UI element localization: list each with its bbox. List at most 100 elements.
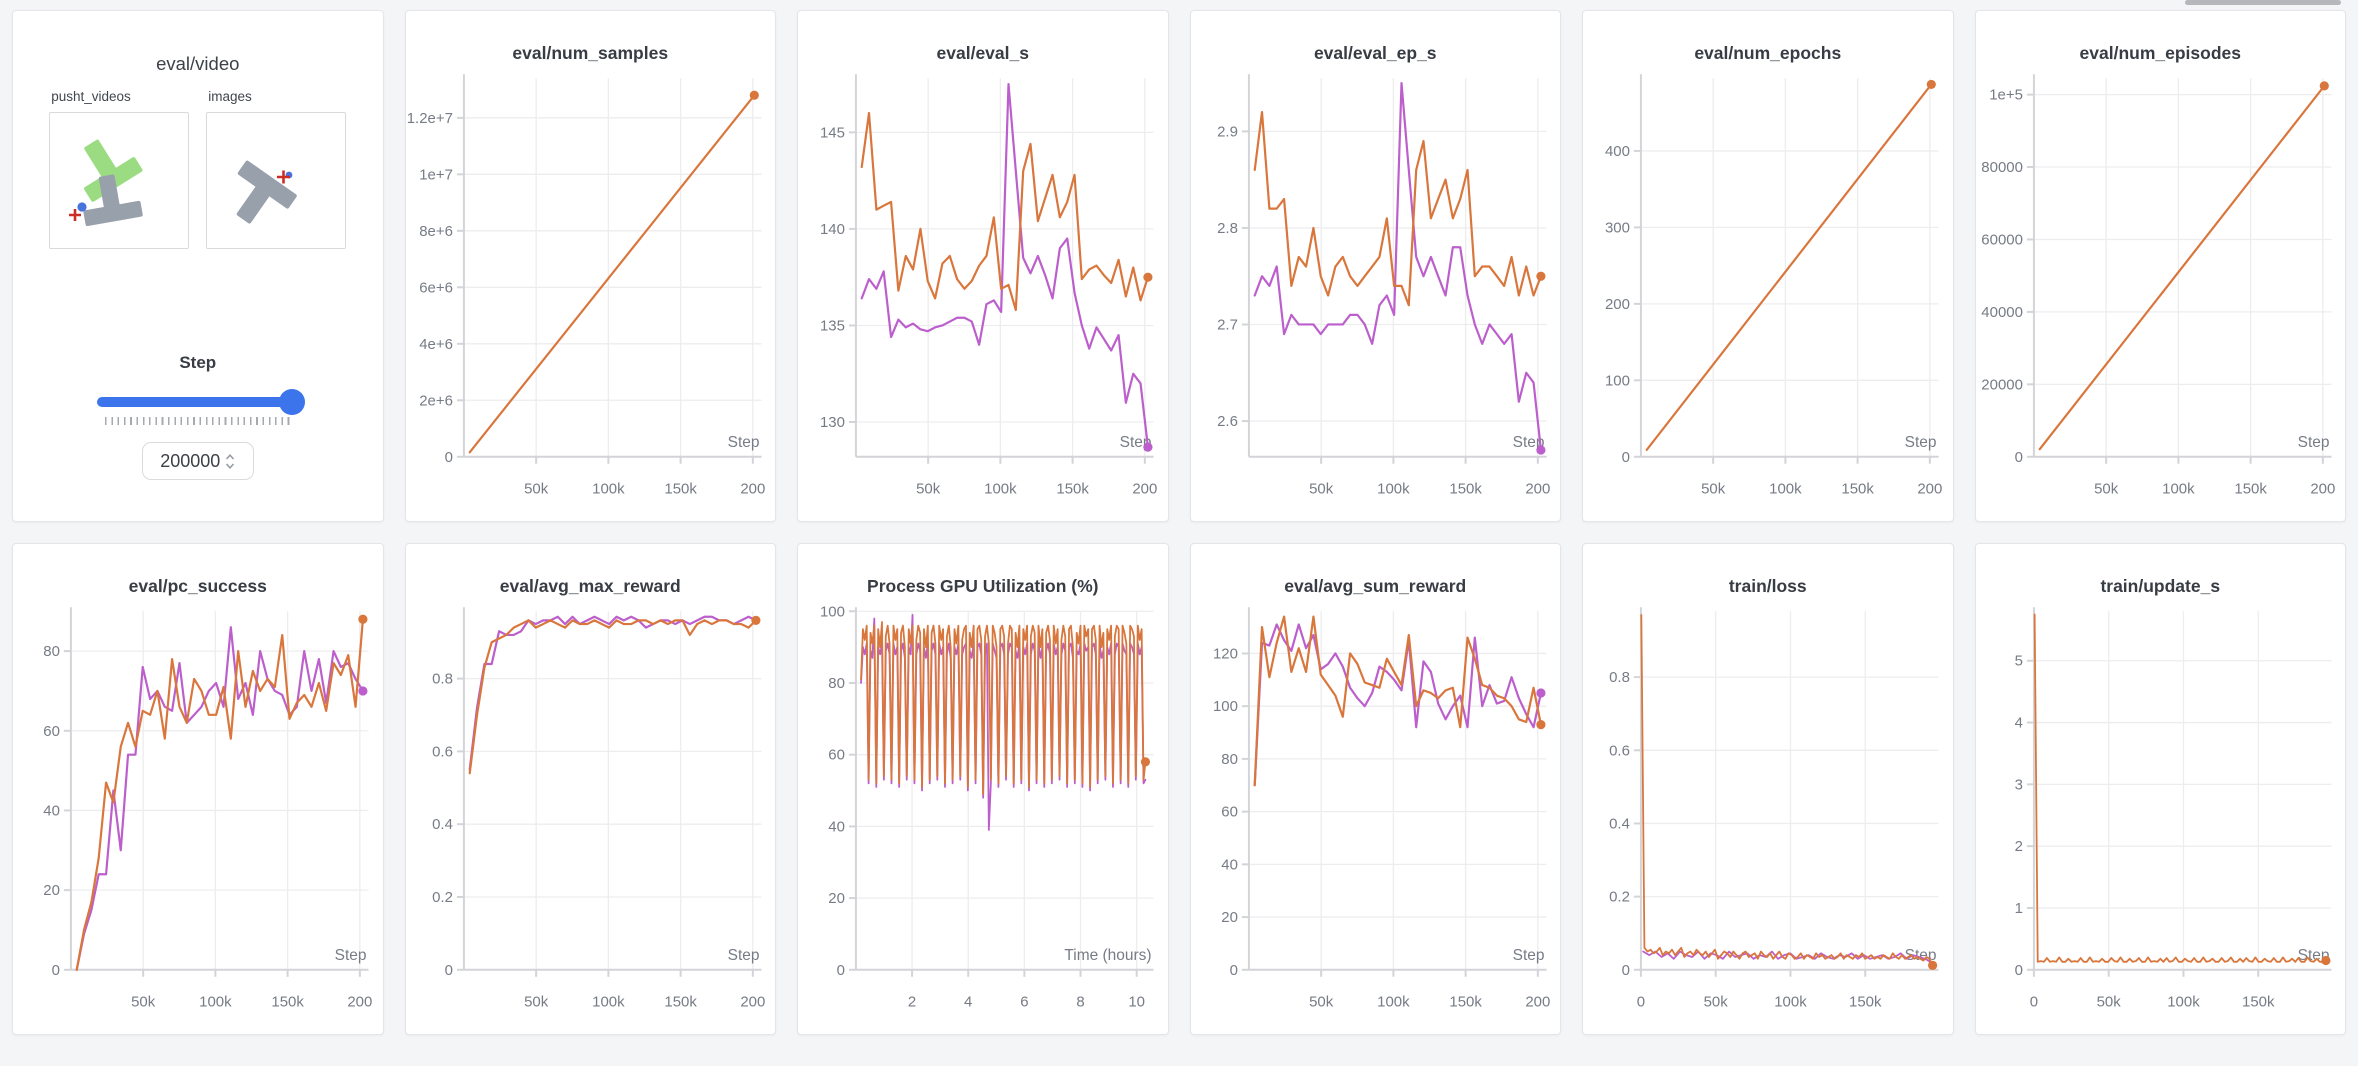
svg-text:0.2: 0.2 — [432, 889, 453, 906]
slider-thumb[interactable] — [278, 389, 305, 415]
chart-panel-train-update-s: train/update_s 0 1 2 3 4 5 0 50k 100k 150k Step — [1974, 543, 2346, 1035]
agent-dot-icon — [77, 202, 87, 212]
svg-text:40: 40 — [1221, 856, 1238, 873]
slider-tick-ruler — [104, 417, 291, 425]
svg-text:0.4: 0.4 — [1609, 815, 1630, 832]
chart-canvas[interactable]: 0 20 40 60 80 50k 100k 150k 200 Step — [13, 597, 383, 1034]
svg-text:300: 300 — [1605, 219, 1630, 236]
svg-text:100k: 100k — [2162, 481, 2195, 498]
chart-canvas[interactable]: 0 2e+6 4e+6 6e+6 8e+6 1e+7 1.2e+7 50k 100k 150k 20… — [406, 64, 776, 521]
svg-text:2e+6: 2e+6 — [419, 392, 453, 409]
chart-canvas[interactable]: 0 100 200 300 400 50k 100k 150k 200 Step — [1583, 64, 1953, 521]
chart-title: eval/pc_success — [128, 576, 267, 596]
svg-text:1.2e+7: 1.2e+7 — [406, 110, 452, 127]
svg-text:80000: 80000 — [1981, 159, 2023, 176]
svg-text:20: 20 — [43, 882, 60, 899]
images-thumbnail[interactable] — [206, 112, 347, 249]
svg-text:150k: 150k — [2242, 994, 2275, 1011]
svg-text:Step: Step — [1905, 434, 1937, 451]
spinner-up-icon[interactable] — [225, 453, 235, 461]
svg-text:200: 200 — [1605, 296, 1630, 313]
svg-text:0.6: 0.6 — [432, 743, 453, 760]
step-slider-block: Step 200000 — [13, 353, 383, 480]
svg-text:2.7: 2.7 — [1217, 316, 1238, 333]
svg-text:0.8: 0.8 — [432, 671, 453, 688]
target-cross-icon — [277, 170, 291, 184]
svg-text:0.4: 0.4 — [432, 816, 453, 833]
svg-text:8: 8 — [1076, 994, 1084, 1011]
svg-text:150k: 150k — [1056, 481, 1089, 498]
svg-text:50k: 50k — [2096, 994, 2121, 1011]
svg-text:150k: 150k — [664, 481, 697, 498]
svg-text:4e+6: 4e+6 — [419, 336, 453, 353]
svg-text:60: 60 — [43, 723, 60, 740]
svg-text:3: 3 — [2014, 776, 2022, 793]
svg-text:100k: 100k — [984, 481, 1017, 498]
svg-text:100k: 100k — [592, 994, 625, 1011]
svg-text:100k: 100k — [199, 994, 232, 1011]
svg-text:145: 145 — [820, 124, 845, 141]
chart-canvas[interactable]: 0 20000 40000 60000 80000 1e+5 50k 100k 150k 200 S… — [1976, 64, 2346, 521]
svg-text:50k: 50k — [131, 994, 156, 1011]
svg-text:130: 130 — [820, 414, 845, 431]
svg-text:0: 0 — [2029, 994, 2037, 1011]
chart-panel-process-gpu-utilization-: Process GPU Utilization (%) 0 20 40 60 80 100… — [797, 543, 1169, 1035]
svg-text:50k: 50k — [2094, 481, 2119, 498]
svg-text:1e+5: 1e+5 — [1989, 87, 2023, 104]
svg-text:100: 100 — [1605, 372, 1630, 389]
svg-text:100k: 100k — [1377, 994, 1410, 1011]
svg-text:150k: 150k — [1841, 481, 1874, 498]
svg-text:0: 0 — [2014, 962, 2022, 979]
svg-text:80: 80 — [43, 643, 60, 660]
spinner-down-icon[interactable] — [225, 462, 235, 470]
svg-text:40: 40 — [43, 802, 60, 819]
svg-text:100: 100 — [1212, 698, 1237, 715]
svg-text:150k: 150k — [664, 994, 697, 1011]
svg-text:10: 10 — [1128, 994, 1145, 1011]
svg-text:60000: 60000 — [1981, 231, 2023, 248]
media-row: pusht_videos — [49, 89, 347, 249]
step-spinner — [225, 453, 235, 470]
svg-text:20: 20 — [828, 890, 845, 907]
chart-canvas[interactable]: 0 0.2 0.4 0.6 0.8 0 50k 100k 150k Step — [1583, 597, 1953, 1034]
svg-text:Step: Step — [2297, 434, 2329, 451]
step-value: 200000 — [160, 450, 221, 471]
svg-text:40000: 40000 — [1981, 304, 2023, 321]
chart-canvas[interactable]: 0 20 40 60 80 100 120 50k 100k 150k 200 Step — [1191, 597, 1561, 1034]
svg-text:50k: 50k — [1701, 481, 1726, 498]
horizontal-scrollbar[interactable] — [2185, 0, 2341, 5]
svg-text:2: 2 — [908, 994, 916, 1011]
chart-panel-eval-eval-ep-s: eval/eval_ep_s 2.6 2.7 2.8 2.9 50k 100k 150k 20… — [1189, 10, 1561, 522]
svg-text:100k: 100k — [1377, 481, 1410, 498]
svg-text:150k: 150k — [1449, 994, 1482, 1011]
svg-text:2.8: 2.8 — [1217, 220, 1238, 237]
step-slider[interactable] — [96, 389, 305, 415]
chart-panel-eval-avg-max-reward: eval/avg_max_reward 0 0.2 0.4 0.6 0.8 50k 100k… — [404, 543, 776, 1035]
chart-canvas[interactable]: 0 0.2 0.4 0.6 0.8 50k 100k 150k 200 Step — [406, 597, 776, 1034]
svg-text:50k: 50k — [524, 994, 549, 1011]
svg-text:4: 4 — [964, 994, 972, 1011]
svg-text:200: 200 — [740, 994, 765, 1011]
svg-text:Step: Step — [335, 947, 367, 964]
svg-text:0.2: 0.2 — [1609, 889, 1630, 906]
svg-text:4: 4 — [2014, 715, 2022, 732]
pusht-scene-image — [69, 139, 143, 227]
chart-canvas[interactable]: 2.6 2.7 2.8 2.9 50k 100k 150k 200 Step — [1191, 64, 1561, 521]
svg-text:20000: 20000 — [1981, 376, 2023, 393]
panel-eval-video: eval/video pusht_videos — [12, 10, 384, 522]
svg-text:120: 120 — [1212, 645, 1237, 662]
slider-track[interactable] — [96, 397, 299, 407]
svg-text:0: 0 — [1637, 994, 1645, 1011]
svg-text:150k: 150k — [1849, 994, 1882, 1011]
chart-title: eval/eval_ep_s — [1313, 43, 1437, 63]
svg-text:60: 60 — [828, 747, 845, 764]
step-number-input[interactable]: 200000 — [141, 442, 254, 480]
images-scene-image — [236, 160, 298, 224]
svg-text:80: 80 — [828, 675, 845, 692]
svg-text:50k: 50k — [1309, 994, 1334, 1011]
pusht-videos-thumbnail[interactable] — [49, 112, 190, 249]
svg-text:40: 40 — [828, 818, 845, 835]
chart-canvas[interactable]: 0 20 40 60 80 100 2 4 6 8 10 Time (hours) — [798, 597, 1168, 1034]
